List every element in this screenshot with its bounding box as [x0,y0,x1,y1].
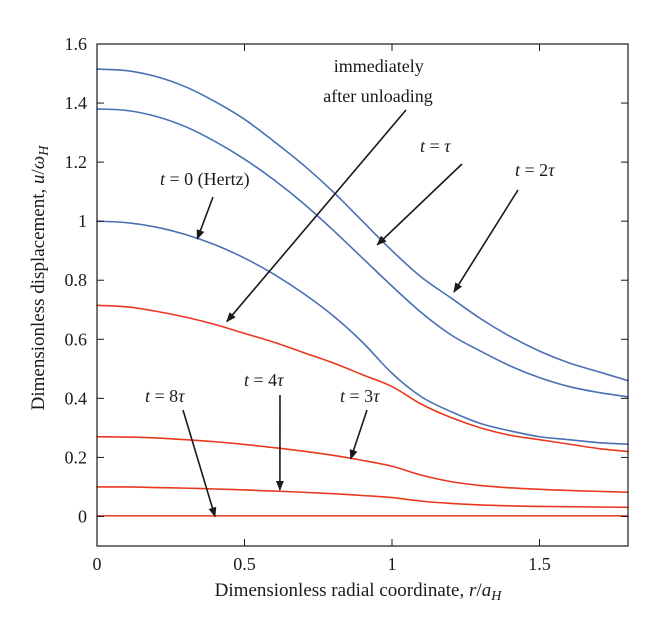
series-line-t-0-hertz [96,220,629,445]
label-t-0-hertz: t = 0 (Hertz) [160,169,250,190]
x-tick-label: 1 [388,554,397,574]
series-line-t [96,108,629,398]
y-tick-label: 0.6 [65,329,88,349]
arrow-t-3tau [349,409,368,460]
label-t-tau: t = τ [420,136,451,156]
label-t-3tau: t = 3τ [340,386,380,406]
arrow-t-tau [376,163,463,246]
x-axis-title: Dimensionless radial coordinate, r/aH [215,580,503,604]
arrow-t-8tau [182,409,217,518]
arrow-immediately [226,109,407,323]
y-tick-label: 1 [78,211,87,231]
y-tick-label: 1.6 [65,34,88,54]
x-tick-label: 0.5 [233,554,256,574]
label-t-2tau: t = 2τ [515,160,555,180]
arrow-t-0 [196,196,214,240]
plot-frame [96,43,629,547]
series-line-t-4 [96,486,629,509]
y-tick-label: 0.2 [65,447,88,467]
y-tick-label: 0.8 [65,270,88,290]
axis-ticks: 0 0.5 1 1.5 0 0.2 0.4 0.6 0.8 1 1.2 1.4 1.6 [65,34,628,574]
series-line-immediately-after-unloading [96,304,629,453]
label-immediately-line2: after unloading [323,86,432,106]
y-axis-title: Dimensionless displacement, u/ωH [28,145,52,411]
annotation-arrows [182,109,519,518]
arrow-t-2tau [453,189,519,293]
series-layer [96,68,629,517]
x-tick-label: 0 [93,554,102,574]
y-tick-label: 1.4 [65,93,88,113]
label-immediately-after-unloading: immediately after unloading [323,56,432,106]
y-tick-label: 0 [78,506,87,526]
x-tick-label: 1.5 [528,554,551,574]
label-immediately-line1: immediately [334,56,424,76]
label-t-4tau: t = 4τ [244,370,284,390]
label-t-8tau: t = 8τ [145,386,185,406]
series-line-t-2 [96,68,629,382]
y-tick-label: 0.4 [65,388,88,408]
series-line-t-3 [96,435,629,494]
y-tick-label: 1.2 [65,152,88,172]
